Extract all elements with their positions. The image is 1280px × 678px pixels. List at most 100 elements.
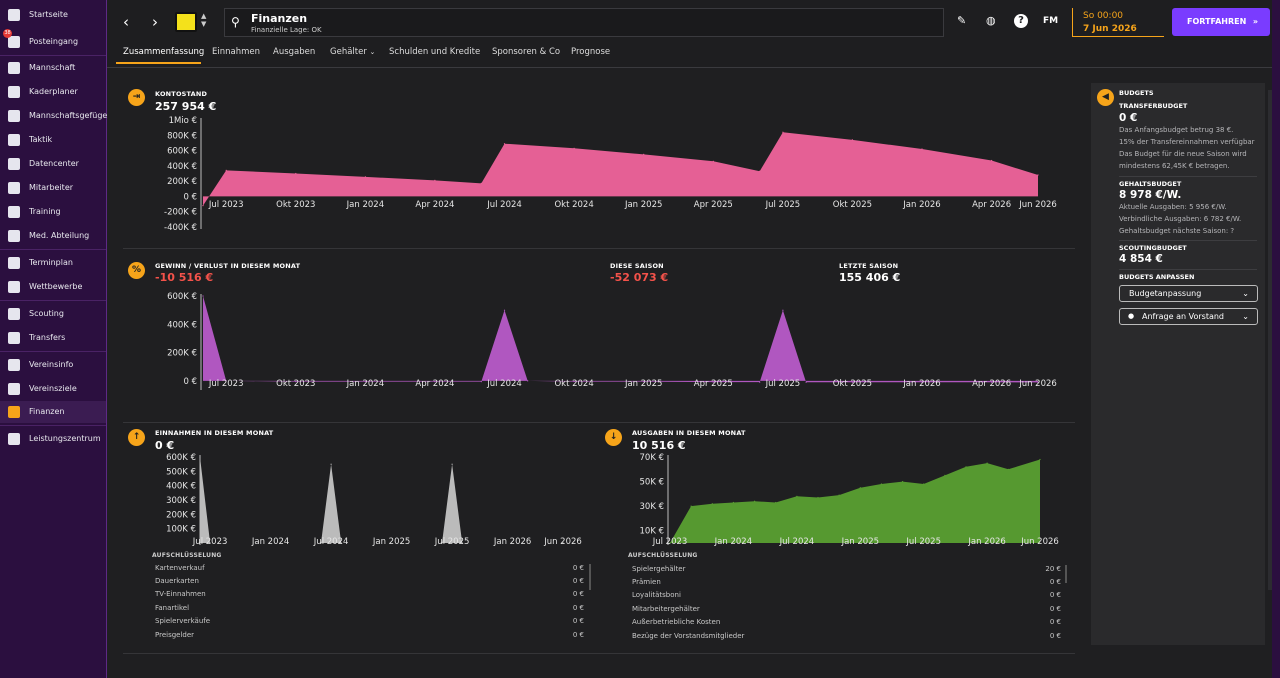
expenses-data-point [754, 500, 756, 502]
sidebar-item-label: Finanzen [29, 407, 65, 416]
divider [1119, 176, 1257, 177]
profit-data-point [851, 381, 854, 383]
fm-menu-button[interactable]: FM [1043, 16, 1059, 26]
expenses-row-name: Loyalitätsboni [632, 591, 681, 599]
sidebar-item-vereinsziele[interactable]: Vereinsziele [0, 378, 106, 400]
profit-area [203, 296, 1038, 383]
tab-sponsoren[interactable]: Sponsoren & Co [492, 47, 561, 57]
expenses-y-tick-label: 10K € [640, 527, 665, 537]
tab-ausgaben[interactable]: Ausgaben [273, 47, 316, 57]
sidebar-item-transfers[interactable]: Transfers [0, 327, 106, 349]
income-y-tick-label: 100K € [166, 525, 196, 535]
profit-x-tick-label: Apr 2024 [415, 379, 454, 389]
profit-data-point [1037, 381, 1039, 383]
income-x-tick-label: Jan 2024 [251, 537, 289, 547]
divider [1119, 240, 1257, 241]
income-breakdown-scrollbar[interactable] [589, 564, 591, 590]
profit-data-point [643, 381, 645, 383]
income-x-tick-label: Jul 2023 [192, 537, 228, 547]
sidebar-item-terminplan[interactable]: Terminplan [0, 252, 106, 274]
budget-adjustment-dropdown[interactable]: Budgetanpassung ⌄ [1119, 285, 1258, 302]
transfers-icon [8, 332, 20, 344]
performance-icon [8, 433, 20, 445]
sidebar-item-med-abteilung[interactable]: Med. Abteilung [0, 225, 106, 247]
expenses-x-tick-label: Jan 2026 [967, 537, 1005, 547]
sidebar-item-mannschaftsgefuege[interactable]: Mannschaftsgefüge [0, 105, 108, 127]
balance-x-tick-label: Jul 2023 [208, 200, 244, 210]
page-scrollbar[interactable] [1268, 90, 1272, 590]
forward-button[interactable]: › [152, 13, 158, 31]
expenses-data-point [1007, 468, 1009, 470]
sidebar-item-vereinsinfo[interactable]: Vereinsinfo [0, 354, 106, 376]
expenses-row-value: 0 € [1049, 578, 1061, 586]
tab-zusammenfassung[interactable]: Zusammenfassung [123, 47, 205, 57]
sidebar-item-label: Med. Abteilung [29, 231, 90, 240]
tab-gehaelter[interactable]: Gehälter ⌄ [330, 47, 375, 57]
sidebar-item-leistungszentrum[interactable]: Leistungszentrum [0, 428, 106, 450]
profit-label: GEWINN / VERLUST IN DIESEM MONAT [155, 262, 301, 270]
scouting-budget-label: SCOUTINGBUDGET [1119, 244, 1187, 252]
balance-y-tick-label: 0 € [183, 192, 197, 202]
balance-value: 257 954 € [155, 100, 217, 113]
sidebar-item-mannschaft[interactable]: Mannschaft [0, 57, 106, 79]
divider [0, 300, 106, 301]
divider [123, 653, 1075, 654]
back-button[interactable]: ‹ [123, 13, 129, 31]
expenses-area [670, 459, 1040, 543]
edit-icon[interactable]: ✎ [957, 14, 967, 27]
income-row-name: Fanartikel [155, 604, 190, 612]
sidebar-item-wettbewerbe[interactable]: Wettbewerbe [0, 276, 106, 298]
profit-data-point [364, 381, 366, 383]
sidebar-item-datencenter[interactable]: Datencenter [0, 153, 106, 175]
profit-value: -10 516 € [155, 271, 214, 284]
page-title-search[interactable]: ⚲ Finanzen Finanzielle Lage: OK [224, 8, 944, 37]
income-row-value: 0 € [572, 631, 584, 639]
club-crest-icon[interactable] [175, 12, 197, 32]
club-info-icon [8, 359, 20, 371]
profit-data-point [573, 381, 575, 383]
tab-schulden-und-kredite[interactable]: Schulden und Kredite [389, 47, 481, 57]
balance-data-point [782, 131, 784, 133]
income-y-tick-label: 300K € [166, 496, 196, 506]
balance-data-point [921, 148, 923, 150]
sidebar-item-finanzen[interactable]: Finanzen [0, 401, 106, 423]
sidebar-item-mitarbeiter[interactable]: Mitarbeiter [0, 177, 106, 199]
budgets-title: BUDGETS [1119, 89, 1154, 97]
expenses-row-name: Prämien [632, 578, 661, 586]
divider [0, 351, 106, 352]
globe-icon[interactable]: ◍ [986, 14, 996, 27]
active-tab-indicator [116, 62, 201, 64]
expenses-data-point [732, 501, 734, 504]
expenses-arrow-down-icon: ↓ [605, 429, 622, 446]
sidebar-item-scouting[interactable]: Scouting [0, 303, 106, 325]
club-switch-arrows-icon[interactable]: ▲ ▼ [201, 12, 207, 28]
balance-y-tick-label: 200K € [167, 177, 197, 187]
sidebar-item-label: Transfers [29, 333, 66, 342]
sidebar-item-training[interactable]: Training [0, 201, 106, 223]
divider [123, 422, 1075, 423]
profit-x-tick-label: Jul 2025 [765, 379, 801, 389]
last-season-label: LETZTE SAISON [839, 262, 899, 270]
expenses-data-point [690, 505, 692, 507]
income-y-tick-label: 500K € [166, 467, 196, 477]
help-icon[interactable]: ? [1014, 14, 1028, 28]
divider [0, 425, 106, 426]
sidebar-item-startseite[interactable]: Startseite [0, 4, 106, 26]
board-request-dropdown[interactable]: ● Anfrage an Vorstand ⌄ [1119, 308, 1258, 325]
sidebar-item-taktik[interactable]: Taktik [0, 129, 106, 151]
balance-data-point [1037, 174, 1039, 176]
balance-x-tick-label: Jul 2025 [765, 200, 801, 210]
continue-button[interactable]: FORTFAHREN » [1172, 8, 1270, 36]
balance-data-point [480, 182, 482, 184]
tab-einnahmen[interactable]: Einnahmen [212, 47, 260, 57]
expenses-y-tick-label: 30K € [640, 502, 665, 512]
expenses-data-point [838, 494, 840, 496]
expenses-breakdown-scrollbar[interactable] [1065, 565, 1067, 583]
expenses-data-point [965, 466, 967, 468]
sidebar-item-label: Mannschaftsgefüge [29, 111, 108, 120]
tab-prognose[interactable]: Prognose [571, 47, 611, 57]
sidebar-item-posteingang[interactable]: 38 Posteingang [0, 29, 106, 53]
sidebar-item-kaderplaner[interactable]: Kaderplaner [0, 81, 106, 103]
balance-label: KONTOSTAND [155, 90, 208, 98]
date-display[interactable]: So 00:00 7 Jun 2026 [1072, 8, 1164, 37]
